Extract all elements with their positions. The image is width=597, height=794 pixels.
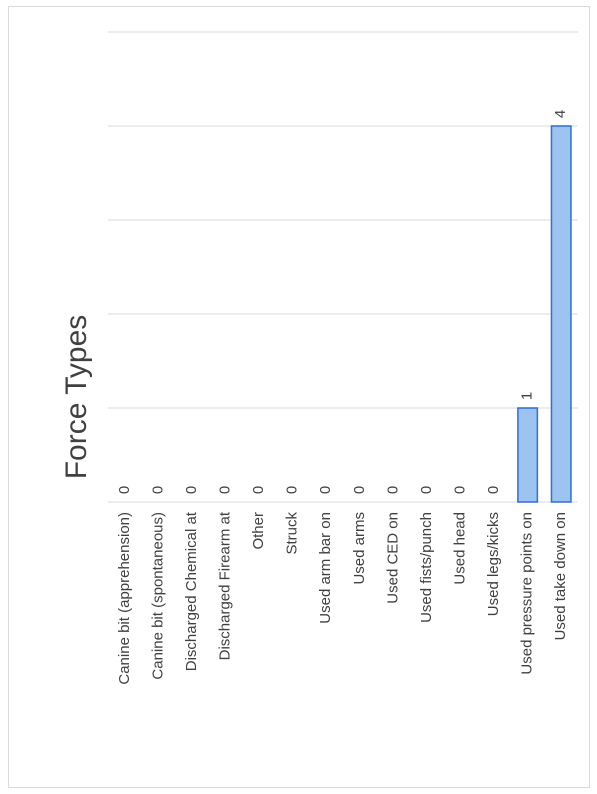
category-label: Used arm bar on: [317, 512, 334, 624]
data-label: 0: [116, 486, 133, 494]
category-label: Discharged Firearm at: [216, 511, 233, 660]
data-label: 0: [451, 486, 468, 494]
category-labels: Canine bit (apprehension) Canine bit (spo…: [116, 511, 569, 684]
data-label: 0: [317, 486, 334, 494]
chart-title: Force Types: [60, 315, 93, 480]
data-labels: 0 0 0 0 0 0 0 0 0 0 0 0 1 4: [116, 110, 569, 494]
data-label: 0: [284, 486, 301, 494]
data-label: 0: [250, 486, 267, 494]
data-label: 0: [183, 486, 200, 494]
gridlines: [108, 31, 578, 503]
category-label: Discharged Chemical at: [183, 511, 200, 671]
category-label: Canine bit (apprehension): [116, 512, 133, 685]
bars: [517, 125, 572, 503]
data-label: 1: [519, 392, 536, 400]
category-label: Struck: [284, 512, 301, 555]
data-label: 0: [351, 486, 368, 494]
data-label: 0: [384, 486, 401, 494]
data-label: 4: [552, 110, 569, 118]
category-label: Canine bit (spontaneous): [149, 512, 166, 680]
category-label: Used head: [451, 512, 468, 585]
data-label: 0: [418, 486, 435, 494]
category-label: Used arms: [351, 512, 368, 585]
category-label: Other: [250, 512, 267, 550]
category-label: Used fists/punch: [418, 512, 435, 623]
bar: [517, 407, 539, 503]
data-label: 0: [485, 486, 502, 494]
bar: [550, 125, 572, 503]
chart-frame: [8, 6, 590, 788]
category-label: Used legs/kicks: [485, 512, 502, 616]
category-label: Used take down on: [552, 512, 569, 640]
data-label: 0: [216, 486, 233, 494]
category-label: Used pressure points on: [519, 512, 536, 675]
data-label: 0: [149, 486, 166, 494]
category-label: Used CED on: [384, 512, 401, 604]
